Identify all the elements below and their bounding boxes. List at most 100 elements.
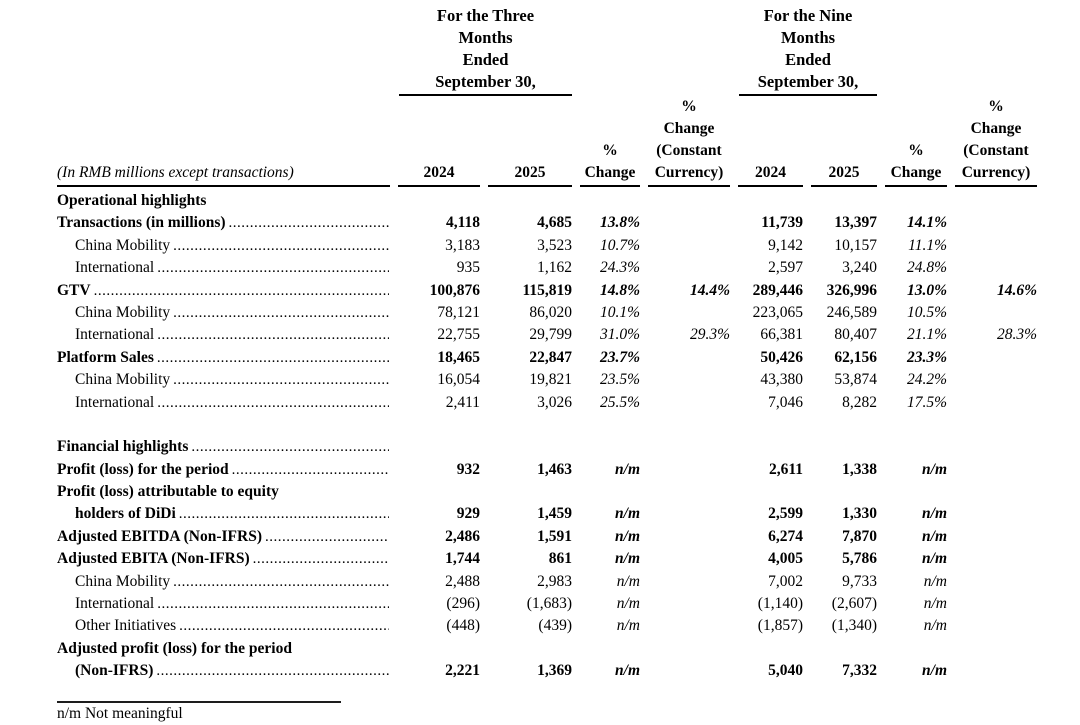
- cell-q3-2024: 2,411: [445, 393, 480, 411]
- cell-9m-2025: [803, 436, 877, 458]
- table-header-columns: (In RMB millions except transactions) 20…: [57, 95, 1080, 187]
- unit-label: (In RMB millions except transactions): [57, 162, 390, 187]
- row-label: China Mobility: [75, 303, 171, 321]
- cell-9m-pct-change: n/m: [922, 527, 947, 545]
- dot-leader: [157, 593, 389, 615]
- cell-q3-2025: 1,369: [537, 662, 572, 680]
- row-label-cell: (Non-IFRS): [57, 660, 390, 682]
- cell-q3-2024: [390, 436, 480, 458]
- cell-q3-pct-change-constant-currency: 29.3%: [689, 326, 730, 344]
- dot-leader: [265, 526, 389, 548]
- row-label: Transactions (in millions): [57, 214, 226, 232]
- cell-q3-2025: [480, 436, 572, 458]
- col-header-9m-2025: 2025: [803, 95, 877, 187]
- cell-q3-pct-change-constant-currency: [640, 503, 730, 525]
- table-row: Profit (loss) attributable to equity: [57, 481, 1080, 503]
- group-title-line: September 30,: [435, 72, 536, 91]
- row-label: Adjusted EBITA (Non-IFRS): [57, 550, 250, 568]
- table-row: Adjusted EBITDA (Non-IFRS) 2,486 1,591 n…: [57, 526, 1080, 548]
- row-label-cell: International: [57, 392, 390, 414]
- cell-9m-2025: 1,330: [842, 505, 877, 523]
- cell-q3-pct-change-constant-currency: [640, 190, 730, 212]
- cell-q3-2025: (1,683): [526, 595, 572, 613]
- cell-q3-pct-change: n/m: [615, 505, 640, 523]
- row-label: International: [75, 393, 155, 411]
- table-row: Adjusted EBITA (Non-IFRS) 1,744 861 n/m …: [57, 548, 1080, 570]
- cell-9m-pct-change: [877, 190, 947, 212]
- row-label-cell: International: [57, 257, 390, 279]
- cell-q3-pct-change: n/m: [615, 527, 640, 545]
- table-row: Profit (loss) for the period 932 1,463 n…: [57, 459, 1080, 481]
- cell-9m-2024: [730, 436, 803, 458]
- spacer-row: [57, 414, 1080, 436]
- group-title-line: Ended: [462, 50, 509, 69]
- table-row: GTV 100,876 115,819 14.8% 14.4% 289,446 …: [57, 280, 1080, 302]
- cell-9m-pct-change-constant-currency: [947, 190, 1037, 212]
- header-label-spacer: [57, 5, 390, 96]
- col-header-line: Currency): [654, 164, 724, 181]
- col-header-q3-pct-change-constant-currency: % Change (Constant Currency): [640, 95, 730, 187]
- cell-9m-2024: [730, 190, 803, 212]
- row-label-cell: Adjusted EBITDA (Non-IFRS): [57, 526, 390, 548]
- cell-q3-2024: 1,744: [445, 550, 480, 568]
- row-label: International: [75, 326, 155, 344]
- row-label-cell: Adjusted profit (loss) for the period: [57, 638, 390, 660]
- table-row: holders of DiDi 929 1,459 n/m 2,599 1,33…: [57, 503, 1080, 525]
- cell-q3-pct-change-constant-currency: [640, 257, 730, 279]
- cell-9m-2025: 5,786: [842, 550, 877, 568]
- cell-9m-pct-change: [877, 638, 947, 660]
- col-header-q3-2024: 2024: [390, 95, 480, 187]
- cell-9m-2025: [803, 190, 877, 212]
- cell-9m-pct-change: 24.8%: [906, 259, 947, 277]
- table-row: International 2,411 3,026 25.5% 7,046 8,…: [57, 392, 1080, 414]
- cell-q3-2024: 2,488: [445, 572, 480, 590]
- cell-q3-2025: 22,847: [529, 348, 572, 366]
- cell-q3-pct-change: [572, 638, 640, 660]
- cell-9m-2024: [730, 638, 803, 660]
- table-row: Platform Sales 18,465 22,847 23.7% 50,42…: [57, 347, 1080, 369]
- cell-q3-pct-change: [572, 190, 640, 212]
- cell-q3-2024: [390, 638, 480, 660]
- table-row: Financial highlights: [57, 436, 1080, 458]
- cell-q3-2025: [480, 481, 572, 503]
- cell-9m-2024: (1,140): [757, 595, 803, 613]
- cell-9m-2024: 50,426: [760, 348, 803, 366]
- table-row: International 22,755 29,799 31.0% 29.3% …: [57, 324, 1080, 346]
- cell-q3-2024: (296): [446, 595, 480, 613]
- cell-q3-pct-change-constant-currency: [640, 369, 730, 391]
- col-header-line: Change: [584, 164, 636, 181]
- dot-leader: [232, 459, 389, 481]
- cell-9m-pct-change-constant-currency: [947, 660, 1037, 682]
- dot-leader: [94, 280, 389, 302]
- row-label-cell: Adjusted EBITA (Non-IFRS): [57, 548, 390, 570]
- cell-9m-2024: 2,599: [768, 505, 803, 523]
- dot-leader: [179, 503, 389, 525]
- cell-q3-pct-change: 13.8%: [599, 214, 640, 232]
- cell-9m-2024: 43,380: [760, 371, 803, 389]
- cell-9m-2024: (1,857): [757, 617, 803, 635]
- table-row: China Mobility 78,121 86,020 10.1% 223,0…: [57, 302, 1080, 324]
- cell-9m-pct-change-constant-currency: [947, 436, 1037, 458]
- col-header-line: Change: [663, 120, 715, 137]
- cell-q3-pct-change-constant-currency: [640, 235, 730, 257]
- cell-9m-2025: 13,397: [834, 214, 877, 232]
- cell-q3-pct-change-constant-currency: [640, 593, 730, 615]
- cell-q3-pct-change: 23.5%: [599, 371, 640, 389]
- dot-leader: [229, 212, 389, 234]
- cell-9m-pct-change-constant-currency: [947, 638, 1037, 660]
- cell-q3-pct-change-constant-currency: [640, 459, 730, 481]
- cell-9m-2025: 7,332: [842, 662, 877, 680]
- cell-9m-pct-change: n/m: [923, 572, 947, 590]
- row-label: Other Initiatives: [75, 617, 177, 635]
- cell-9m-pct-change-constant-currency: [947, 257, 1037, 279]
- row-label: Profit (loss) attributable to equity: [57, 483, 279, 501]
- table-body: Operational highlights Transactions (in …: [57, 190, 1080, 683]
- cell-9m-pct-change-constant-currency: [947, 503, 1037, 525]
- row-label: Platform Sales: [57, 348, 154, 366]
- row-label-cell: Profit (loss) attributable to equity: [57, 481, 390, 503]
- cell-q3-pct-change-constant-currency: [640, 638, 730, 660]
- cell-9m-pct-change-constant-currency: [947, 481, 1037, 503]
- cell-q3-2025: 1,162: [537, 259, 572, 277]
- row-label: China Mobility: [75, 236, 171, 254]
- row-label-cell: holders of DiDi: [57, 503, 390, 525]
